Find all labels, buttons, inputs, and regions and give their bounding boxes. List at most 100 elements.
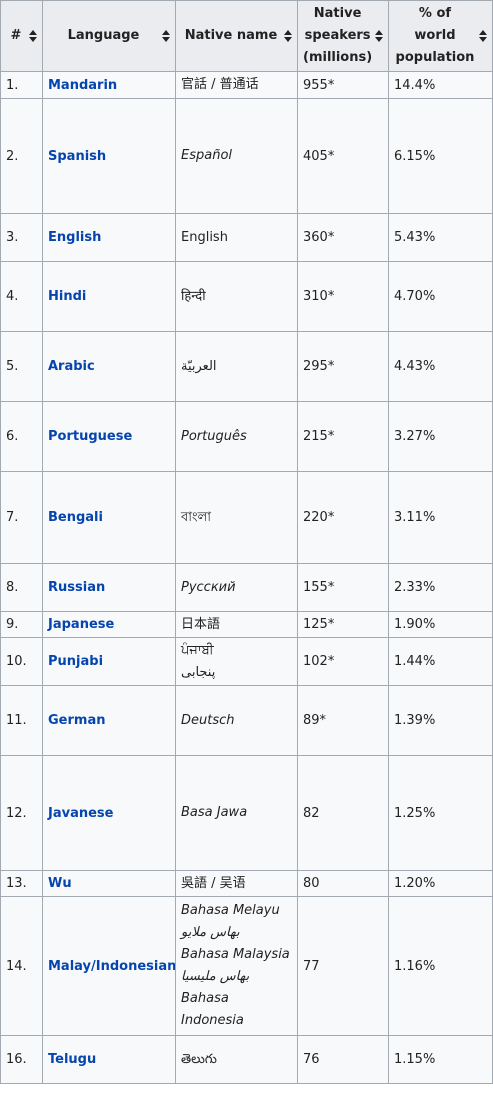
table-row: 11. German Deutsch 89* 1.39% <box>0 685 493 756</box>
column-header-native-name[interactable]: Native name <box>175 0 298 72</box>
percent-cell: 2.33% <box>388 563 493 612</box>
table-row: 3. English English 360* 5.43% <box>0 213 493 262</box>
native-name-line: ਪੰਜਾਬੀ <box>181 642 214 658</box>
native-name-cell: తెలుగు <box>175 1035 298 1084</box>
native-name-line: Bahasa Melayu <box>181 903 280 918</box>
native-name-line: 官話 / 普通话 <box>181 77 259 92</box>
percent-cell: 5.43% <box>388 213 493 262</box>
native-name-cell: 日本語 <box>175 611 298 638</box>
table-row: 7. Bengali বাংলা 220* 3.11% <box>0 471 493 564</box>
language-link[interactable]: German <box>42 685 176 756</box>
table-row: 13. Wu 吳語 / 吴语 80 1.20% <box>0 870 493 897</box>
native-name-line: پنجابی <box>181 664 216 680</box>
column-header-percent-world[interactable]: % of world population <box>388 0 493 72</box>
speakers-cell: 955* <box>297 71 389 99</box>
table-body: 1. Mandarin 官話 / 普通话 955* 14.4% 2. Spanish Espa… <box>0 71 493 1084</box>
percent-cell: 14.4% <box>388 71 493 99</box>
speakers-cell: 125* <box>297 611 389 638</box>
percent-cell: 4.70% <box>388 261 493 332</box>
percent-cell: 1.44% <box>388 637 493 686</box>
native-name-cell: English <box>175 213 298 262</box>
native-name-cell: 官話 / 普通话 <box>175 71 298 99</box>
rank-cell: 6. <box>0 401 43 472</box>
language-link[interactable]: Mandarin <box>42 71 176 99</box>
native-name-cell: Bahasa Melayu بهاس ملايو Bahasa Malaysia به… <box>175 896 298 1036</box>
sort-arrows-icon[interactable] <box>284 30 292 42</box>
native-name-line: Español <box>181 148 233 163</box>
native-name-line: Русский <box>181 579 236 595</box>
speakers-cell: 102* <box>297 637 389 686</box>
native-name-line: Indonesia <box>181 1013 244 1028</box>
speakers-cell: 155* <box>297 563 389 612</box>
column-header-native-speakers[interactable]: Native speakers (millions) <box>297 0 389 72</box>
language-link[interactable]: Wu <box>42 870 176 897</box>
percent-cell: 6.15% <box>388 98 493 214</box>
language-link[interactable]: Punjabi <box>42 637 176 686</box>
native-name-line: Português <box>181 428 247 444</box>
native-name-line: العربيّة <box>181 358 217 374</box>
sort-arrows-icon[interactable] <box>479 30 487 42</box>
native-name-line: 日本語 <box>181 616 221 632</box>
header-line: speakers <box>304 28 371 43</box>
column-header-label: Native speakers (millions) <box>303 3 372 69</box>
rank-cell: 14. <box>0 896 43 1036</box>
sort-arrows-icon[interactable] <box>29 30 37 42</box>
native-name-cell: বাংলা <box>175 471 298 564</box>
language-link[interactable]: Portuguese <box>42 401 176 472</box>
header-line: world <box>414 28 456 43</box>
percent-cell: 4.43% <box>388 331 493 402</box>
language-link[interactable]: Arabic <box>42 331 176 402</box>
speakers-cell: 77 <box>297 896 389 1036</box>
native-name-cell: ਪੰਜਾਬੀ پنجابی <box>175 637 298 686</box>
rank-cell: 10. <box>0 637 43 686</box>
native-name-line: Basa Jawa <box>181 805 248 820</box>
percent-cell: 1.20% <box>388 870 493 897</box>
language-link[interactable]: Malay/Indonesian <box>42 896 176 1036</box>
column-header-language[interactable]: Language <box>42 0 176 72</box>
native-name-cell: Português <box>175 401 298 472</box>
speakers-cell: 82 <box>297 755 389 871</box>
speakers-cell: 76 <box>297 1035 389 1084</box>
column-header-label: # <box>10 28 22 43</box>
native-name-line: بهاس ملايو <box>181 925 240 940</box>
percent-cell: 1.16% <box>388 896 493 1036</box>
language-link[interactable]: English <box>42 213 176 262</box>
table-row: 8. Russian Русский 155* 2.33% <box>0 563 493 612</box>
rank-cell: 7. <box>0 471 43 564</box>
language-link[interactable]: Telugu <box>42 1035 176 1084</box>
table-row: 5. Arabic العربيّة 295* 4.43% <box>0 331 493 402</box>
rank-cell: 2. <box>0 98 43 214</box>
rank-cell: 16. <box>0 1035 43 1084</box>
language-link[interactable]: Bengali <box>42 471 176 564</box>
table-row: 12. Javanese Basa Jawa 82 1.25% <box>0 755 493 871</box>
percent-cell: 3.27% <box>388 401 493 472</box>
rank-cell: 1. <box>0 71 43 99</box>
native-name-line: English <box>181 229 228 245</box>
column-header-label: % of world population <box>396 3 475 69</box>
speakers-cell: 215* <box>297 401 389 472</box>
rank-cell: 8. <box>0 563 43 612</box>
sort-arrows-icon[interactable] <box>375 30 383 42</box>
header-row: # Language Native name Native speakers (… <box>0 0 493 72</box>
language-link[interactable]: Japanese <box>42 611 176 638</box>
sort-arrows-icon[interactable] <box>162 30 170 42</box>
percent-cell: 3.11% <box>388 471 493 564</box>
speakers-cell: 89* <box>297 685 389 756</box>
native-name-line: 吳語 / 吴语 <box>181 875 246 891</box>
rank-cell: 9. <box>0 611 43 638</box>
header-line: population <box>395 50 475 65</box>
language-link[interactable]: Javanese <box>42 755 176 871</box>
rank-cell: 13. <box>0 870 43 897</box>
speakers-cell: 295* <box>297 331 389 402</box>
percent-cell: 1.39% <box>388 685 493 756</box>
column-header-rank[interactable]: # <box>0 0 43 72</box>
language-link[interactable]: Spanish <box>42 98 176 214</box>
native-name-cell: Español <box>175 98 298 214</box>
percent-cell: 1.15% <box>388 1035 493 1084</box>
language-link[interactable]: Russian <box>42 563 176 612</box>
speakers-cell: 310* <box>297 261 389 332</box>
native-name-cell: 吳語 / 吴语 <box>175 870 298 897</box>
column-header-label: Native name <box>184 28 278 43</box>
language-link[interactable]: Hindi <box>42 261 176 332</box>
